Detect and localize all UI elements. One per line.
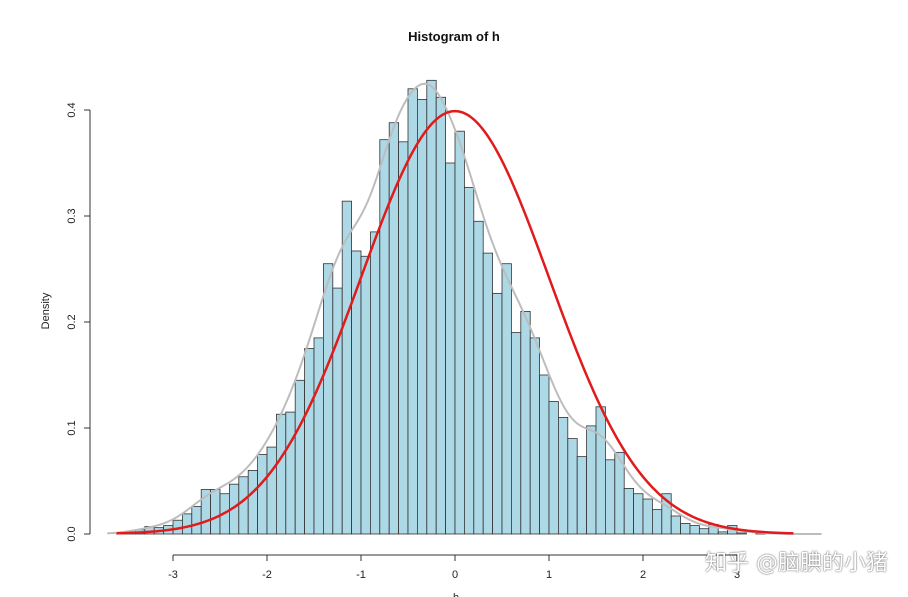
histogram-bar <box>473 220 484 535</box>
histogram-bar <box>539 374 550 535</box>
kernel-density-line <box>107 82 822 535</box>
x-tick-label: -1 <box>356 569 366 581</box>
histogram-bar <box>670 515 682 535</box>
histogram-bars <box>116 79 766 535</box>
y-tick-label: 0.3 <box>66 208 78 223</box>
histogram-bar <box>304 348 315 535</box>
normal-density-line <box>116 109 794 535</box>
x-tick-label: 2 <box>640 569 646 581</box>
y-tick-label: 0.1 <box>66 420 78 435</box>
x-axis-label: h <box>453 592 459 597</box>
histogram-bar <box>426 79 437 535</box>
y-tick-label: 0.2 <box>66 314 78 329</box>
histogram-bar <box>661 493 672 535</box>
histogram-bar <box>520 310 531 535</box>
histogram-bar <box>529 337 541 535</box>
histogram-bar <box>605 459 616 535</box>
histogram-bar <box>379 139 390 535</box>
histogram-bar <box>238 476 249 535</box>
histogram-bar <box>652 509 663 535</box>
histogram-bar <box>623 488 635 535</box>
x-tick-label: 1 <box>546 569 552 581</box>
histogram-bar <box>275 413 287 535</box>
watermark-text: 知乎 @脑腆的小猪 <box>705 551 888 576</box>
histogram-bar <box>699 528 710 535</box>
histogram-bar <box>510 332 522 535</box>
histogram-bar <box>369 231 381 535</box>
x-tick-label: -2 <box>262 569 272 581</box>
x-tick-label: 3 <box>734 569 740 581</box>
histogram-bar <box>680 523 691 535</box>
y-tick-label: 0.4 <box>66 102 78 117</box>
histogram-bar <box>247 469 258 535</box>
histogram-bar <box>416 99 428 535</box>
histogram-bar <box>633 493 644 535</box>
histogram-bar <box>501 263 512 535</box>
y-axis-label: Density <box>40 292 52 329</box>
histogram-bar <box>313 337 324 535</box>
histogram-bar <box>294 379 306 535</box>
histogram-bar <box>463 186 475 535</box>
histogram-bar <box>210 489 221 535</box>
histogram-bar <box>482 252 494 535</box>
histogram-bar <box>689 525 700 535</box>
histogram-bar <box>586 425 597 535</box>
histogram-bar <box>736 532 747 535</box>
x-axis: -3 -2 -1 0 1 2 3 <box>168 554 740 581</box>
histogram-bar <box>435 96 447 535</box>
histogram-bar <box>332 287 343 535</box>
histogram-bar <box>567 438 578 535</box>
histogram-bar <box>322 263 334 535</box>
histogram-bar <box>181 513 193 535</box>
x-tick-label: -3 <box>168 569 178 581</box>
histogram-bar <box>492 292 503 535</box>
histogram-bar <box>717 531 729 535</box>
histogram-bar <box>576 456 588 535</box>
histogram-bar <box>341 200 353 535</box>
histogram-bar <box>595 406 606 535</box>
histogram-bar <box>398 141 409 535</box>
histogram-bar <box>642 498 653 535</box>
y-axis: 0.0 0.1 0.2 0.3 0.4 <box>66 102 91 542</box>
x-tick-label: 0 <box>452 569 458 581</box>
histogram-bar <box>558 416 569 535</box>
histogram-bar <box>266 446 277 535</box>
histogram-bar <box>445 162 456 535</box>
histogram-bar <box>285 411 296 535</box>
histogram-bar <box>191 506 202 535</box>
histogram-bar <box>454 130 465 535</box>
histogram-bar <box>257 454 268 535</box>
histogram-bar <box>548 401 559 535</box>
chart-title: Histogram of h <box>408 29 500 44</box>
histogram-bar <box>360 255 371 535</box>
y-tick-label: 0.0 <box>66 526 78 541</box>
